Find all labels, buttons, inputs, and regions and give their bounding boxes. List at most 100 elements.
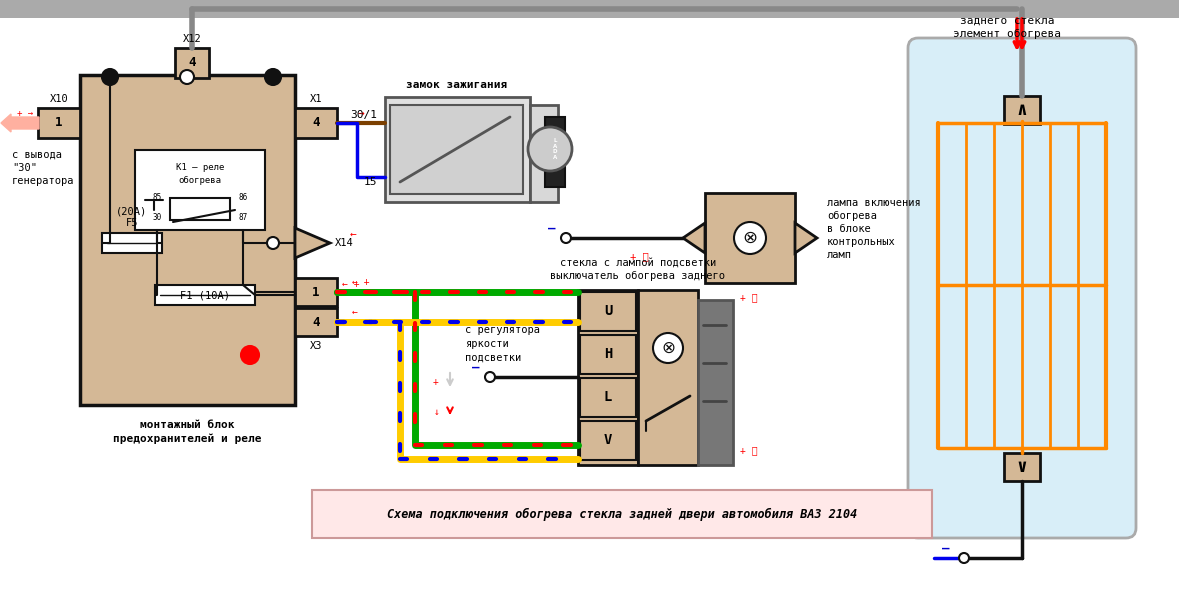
Text: предохранителей и реле: предохранителей и реле — [113, 434, 262, 444]
Text: F1 (10А): F1 (10А) — [180, 290, 230, 300]
Circle shape — [266, 237, 279, 249]
Circle shape — [735, 222, 766, 254]
Text: элемент обогрева: элемент обогрева — [953, 29, 1061, 39]
Text: L: L — [604, 390, 612, 404]
Text: "30": "30" — [12, 163, 37, 173]
Text: V: V — [604, 433, 612, 447]
Polygon shape — [580, 378, 635, 417]
Text: ← +: ← + — [342, 279, 360, 289]
Text: с вывода: с вывода — [12, 150, 62, 160]
Polygon shape — [683, 223, 705, 253]
Text: X12: X12 — [183, 34, 202, 44]
Text: с регулятора: с регулятора — [465, 325, 540, 335]
Text: 1: 1 — [312, 285, 320, 298]
Text: +: + — [433, 377, 439, 387]
Text: лампа включения: лампа включения — [826, 198, 921, 208]
Text: ⊗: ⊗ — [661, 339, 674, 357]
Polygon shape — [170, 198, 230, 220]
Polygon shape — [38, 108, 80, 138]
Circle shape — [180, 70, 195, 84]
Text: + ⟹: + ⟹ — [630, 251, 648, 261]
Text: –: – — [547, 221, 555, 234]
Text: 30/1: 30/1 — [350, 110, 377, 120]
Text: ламп: ламп — [826, 250, 852, 260]
Polygon shape — [545, 117, 565, 187]
Text: подсветки: подсветки — [465, 353, 521, 363]
Text: 15: 15 — [363, 177, 377, 187]
Text: 4: 4 — [312, 116, 320, 130]
Circle shape — [561, 233, 571, 243]
Text: стекла с лампой подсветки: стекла с лампой подсветки — [560, 258, 716, 268]
Circle shape — [959, 553, 969, 563]
Text: обогрева: обогрева — [178, 175, 222, 184]
Polygon shape — [103, 233, 162, 253]
Text: ←: ← — [350, 230, 357, 240]
Polygon shape — [295, 108, 337, 138]
Text: + ⟹: + ⟹ — [740, 292, 758, 302]
Text: + ⟹: + ⟹ — [740, 445, 758, 455]
Circle shape — [653, 333, 683, 363]
Polygon shape — [154, 285, 255, 305]
Polygon shape — [580, 335, 635, 374]
Text: →: → — [357, 109, 364, 119]
Text: X10: X10 — [50, 94, 68, 104]
Text: выключатель обогрева заднего: выключатель обогрева заднего — [551, 271, 725, 281]
Text: + →: + → — [17, 109, 33, 119]
FancyArrow shape — [1, 114, 39, 132]
Polygon shape — [386, 97, 531, 202]
Text: (20А): (20А) — [117, 206, 147, 216]
Polygon shape — [136, 150, 265, 230]
Text: замок зажигания: замок зажигания — [407, 80, 508, 90]
Text: L
A
D
A: L A D A — [553, 138, 558, 160]
Polygon shape — [1005, 453, 1040, 481]
Circle shape — [265, 69, 281, 85]
Text: 4: 4 — [189, 57, 196, 69]
Text: –: – — [473, 360, 480, 373]
Polygon shape — [580, 292, 635, 331]
Text: в блоке: в блоке — [826, 224, 871, 234]
Text: 30: 30 — [152, 213, 162, 221]
Polygon shape — [390, 105, 523, 194]
Circle shape — [485, 372, 495, 382]
Polygon shape — [295, 278, 337, 306]
Text: 87: 87 — [238, 213, 248, 221]
Text: 4: 4 — [312, 315, 320, 328]
Text: ∧: ∧ — [1016, 101, 1027, 119]
Polygon shape — [698, 300, 733, 465]
Text: заднего стекла: заднего стекла — [960, 16, 1054, 26]
FancyBboxPatch shape — [908, 38, 1137, 538]
Text: ← +: ← + — [353, 277, 370, 287]
Polygon shape — [531, 105, 558, 202]
Text: 85: 85 — [152, 192, 162, 202]
Polygon shape — [578, 290, 638, 465]
Polygon shape — [580, 421, 635, 460]
Text: ∨: ∨ — [1016, 458, 1027, 476]
Polygon shape — [312, 490, 933, 538]
Text: X3: X3 — [310, 341, 322, 351]
Text: U: U — [604, 304, 612, 318]
Text: генератора: генератора — [12, 176, 74, 186]
Polygon shape — [295, 308, 337, 336]
Text: контрольных: контрольных — [826, 237, 896, 247]
Polygon shape — [1005, 96, 1040, 124]
Text: ⊗: ⊗ — [743, 229, 758, 247]
Polygon shape — [80, 75, 295, 405]
Text: Схема подключения обогрева стекла задней двери автомобиля ВАЗ 2104: Схема подключения обогрева стекла задней… — [387, 507, 857, 520]
Polygon shape — [705, 193, 795, 283]
Text: К1 – реле: К1 – реле — [176, 164, 224, 172]
Circle shape — [528, 127, 572, 171]
Text: монтажный блок: монтажный блок — [140, 420, 235, 430]
Text: яркости: яркости — [465, 339, 509, 349]
Text: –: – — [942, 541, 950, 555]
Polygon shape — [795, 223, 817, 253]
Text: X1: X1 — [310, 94, 322, 104]
Text: ↓: ↓ — [434, 407, 440, 417]
Text: 1: 1 — [55, 116, 62, 130]
Polygon shape — [174, 48, 209, 78]
Circle shape — [103, 69, 118, 85]
Text: X14: X14 — [335, 238, 354, 248]
Polygon shape — [295, 228, 330, 258]
Text: ←: ← — [353, 307, 358, 317]
Text: F5: F5 — [126, 218, 138, 228]
Text: 86: 86 — [238, 192, 248, 202]
